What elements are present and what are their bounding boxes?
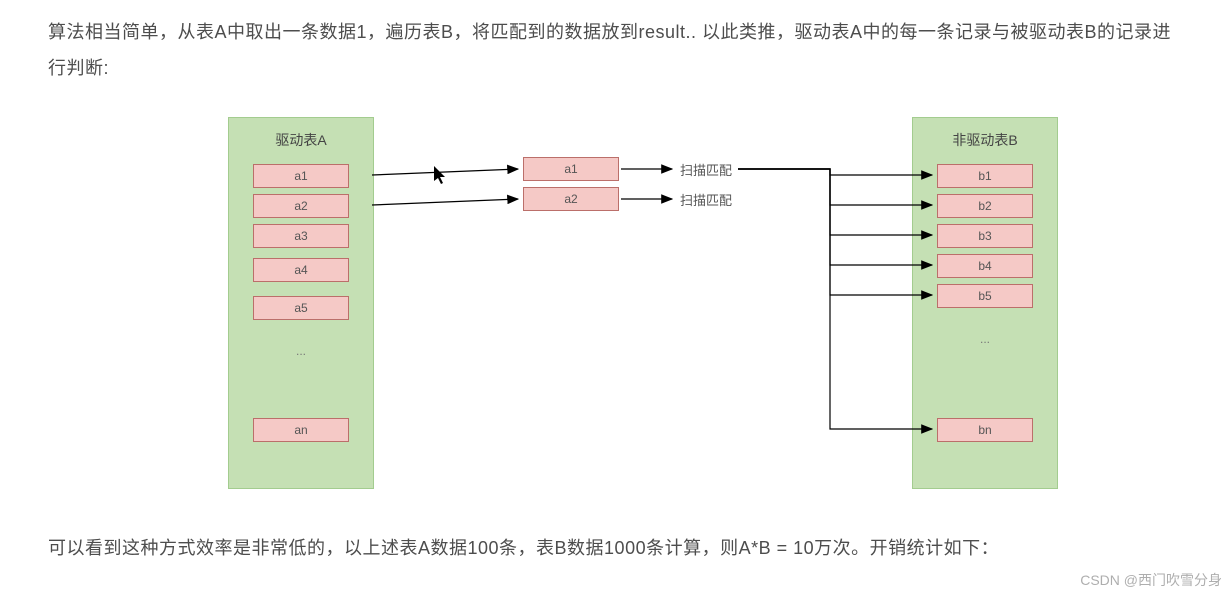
- scan-label-1: 扫描匹配: [680, 160, 732, 179]
- table-a-title: 驱动表A: [229, 130, 373, 150]
- table-b-cell-bn: bn: [937, 418, 1033, 442]
- table-b-box: 非驱动表B b1 b2 b3 b4 b5 ... bn: [912, 117, 1058, 489]
- middle-cell-a2: a2: [523, 187, 619, 211]
- table-a-dots: ...: [229, 344, 373, 358]
- table-b-cell-b3: b3: [937, 224, 1033, 248]
- watermark-text: CSDN @西门吹雪分身: [1080, 570, 1222, 590]
- table-a-cell-a3: a3: [253, 224, 349, 248]
- cursor-icon: [434, 166, 448, 186]
- table-b-title: 非驱动表B: [913, 130, 1057, 150]
- table-b-cell-b2: b2: [937, 194, 1033, 218]
- page-root: 算法相当简单，从表A中取出一条数据1，遍历表B，将匹配到的数据放到result.…: [0, 0, 1228, 594]
- table-a-box: 驱动表A a1 a2 a3 a4 a5 ... an: [228, 117, 374, 489]
- table-b-cell-b5: b5: [937, 284, 1033, 308]
- table-b-dots: ...: [913, 332, 1057, 346]
- paragraph-1: 算法相当简单，从表A中取出一条数据1，遍历表B，将匹配到的数据放到result.…: [48, 14, 1188, 86]
- paragraph-2: 可以看到这种方式效率是非常低的，以上述表A数据100条，表B数据1000条计算，…: [48, 530, 1188, 566]
- table-a-cell-a4: a4: [253, 258, 349, 282]
- table-a-cell-an: an: [253, 418, 349, 442]
- table-a-cell-a2: a2: [253, 194, 349, 218]
- table-a-cell-a5: a5: [253, 296, 349, 320]
- table-b-cell-b4: b4: [937, 254, 1033, 278]
- scan-label-2: 扫描匹配: [680, 190, 732, 209]
- middle-cell-a1: a1: [523, 157, 619, 181]
- table-b-cell-b1: b1: [937, 164, 1033, 188]
- table-a-cell-a1: a1: [253, 164, 349, 188]
